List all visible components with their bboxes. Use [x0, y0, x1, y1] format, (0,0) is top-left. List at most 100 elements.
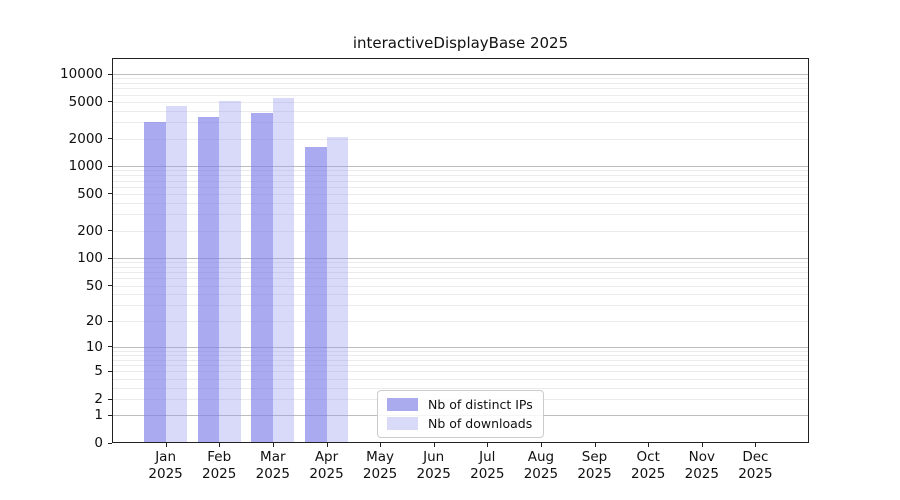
y-tick: [108, 370, 112, 372]
y-tick: [108, 398, 112, 400]
bar-downloads-feb: [219, 101, 241, 443]
y-tick-label: 1000: [68, 158, 103, 175]
minor-gridline: [112, 88, 809, 90]
x-tick-label-month: Sep: [581, 449, 608, 465]
x-tick: [165, 443, 167, 447]
x-tick: [540, 443, 542, 447]
y-tick-label: 0: [94, 435, 103, 451]
minor-gridline: [112, 266, 809, 268]
minor-gridline: [112, 138, 809, 140]
x-tick-label: Oct 2025: [616, 449, 680, 482]
y-tick-label: 100: [77, 250, 103, 267]
y-tick-label: 10: [85, 338, 103, 355]
x-tick-label-year: 2025: [470, 465, 505, 482]
x-tick-label: May 2025: [348, 449, 412, 482]
minor-gridline: [112, 175, 809, 177]
legend-item-downloads: Nb of downloads: [387, 416, 534, 431]
minor-gridline: [112, 272, 809, 274]
major-gridline: [112, 74, 809, 75]
y-tick: [108, 320, 112, 322]
y-tick-label: 1: [94, 407, 103, 424]
x-tick: [701, 443, 703, 447]
minor-gridline: [112, 186, 809, 188]
legend-item-distinct-ips: Nb of distinct IPs: [387, 397, 534, 412]
x-tick-label-month: Jul: [479, 449, 496, 465]
minor-gridline: [112, 193, 809, 195]
major-gridline: [112, 258, 809, 260]
plot-area: [112, 58, 809, 443]
x-tick-label-year: 2025: [523, 465, 559, 482]
y-tick: [108, 285, 112, 286]
legend-swatch-downloads-icon: [387, 416, 418, 430]
minor-gridline: [112, 387, 809, 389]
x-tick-label-month: Apr: [314, 449, 339, 465]
y-tick: [108, 165, 112, 167]
y-tick-label: 10000: [60, 66, 103, 82]
bar-downloads-mar: [272, 97, 295, 443]
y-tick: [108, 193, 112, 195]
minor-gridline: [112, 294, 809, 296]
legend-label-distinct-ips: Nb of distinct IPs: [428, 397, 533, 413]
x-tick: [272, 443, 274, 447]
x-tick-label: Dec 2025: [723, 449, 787, 482]
x-tick: [487, 443, 489, 447]
x-tick-label-year: 2025: [684, 465, 719, 482]
minor-gridline: [112, 365, 809, 366]
x-tick-label-year: 2025: [148, 465, 183, 482]
x-tick: [326, 443, 328, 447]
minor-gridline: [112, 214, 809, 216]
bar-distinct-ips-apr: [305, 147, 327, 443]
x-tick-label-year: 2025: [309, 465, 344, 482]
major-gridline: [112, 346, 809, 348]
x-tick-label-year: 2025: [738, 465, 773, 482]
minor-gridline: [112, 180, 809, 182]
minor-gridline: [112, 170, 809, 172]
x-tick-label: Jun 2025: [402, 449, 466, 482]
y-tick-label: 500: [77, 185, 103, 202]
minor-gridline: [112, 78, 809, 80]
x-tick-label: Feb 2025: [187, 449, 251, 482]
major-gridline: [112, 166, 809, 168]
x-tick-label-month: May: [366, 449, 395, 465]
minor-gridline: [112, 101, 809, 103]
minor-gridline: [112, 230, 809, 232]
minor-gridline: [112, 94, 809, 96]
y-tick: [108, 346, 112, 348]
x-tick-label: Nov 2025: [670, 449, 734, 482]
x-tick-label: Sep 2025: [563, 449, 627, 482]
x-tick-label-month: Jun: [423, 449, 445, 465]
x-tick-label: Aug 2025: [509, 449, 573, 482]
minor-gridline: [112, 355, 809, 356]
x-tick-label-year: 2025: [577, 465, 612, 482]
x-tick-label-year: 2025: [202, 465, 237, 482]
minor-gridline: [112, 350, 809, 352]
x-tick: [380, 443, 382, 447]
minor-gridline: [112, 371, 809, 373]
minor-gridline: [112, 110, 809, 112]
x-tick-label-month: Dec: [742, 449, 769, 465]
y-tick: [108, 138, 112, 139]
x-tick-label-month: Nov: [688, 449, 715, 465]
bar-downloads-apr: [326, 136, 348, 443]
y-tick: [108, 73, 112, 75]
y-tick-label: 50: [85, 277, 103, 294]
y-tick-label: 2: [94, 391, 103, 407]
minor-gridline: [112, 305, 809, 307]
x-tick-label: Jan 2025: [134, 449, 198, 482]
minor-gridline: [112, 122, 809, 124]
y-tick: [108, 442, 112, 444]
legend-swatch-distinct-ips-icon: [387, 398, 418, 412]
y-tick: [108, 257, 112, 259]
x-tick-label: Apr 2025: [295, 449, 359, 482]
y-tick: [108, 414, 112, 416]
y-tick-label: 200: [77, 222, 103, 239]
legend: Nb of distinct IPs Nb of downloads: [377, 390, 544, 438]
x-tick: [648, 443, 650, 447]
minor-gridline: [112, 82, 809, 84]
x-tick-label-year: 2025: [362, 465, 398, 482]
bar-downloads-jan: [165, 106, 188, 443]
x-tick-label-month: Feb: [207, 449, 232, 465]
x-tick: [219, 443, 221, 447]
minor-gridline: [112, 202, 809, 204]
